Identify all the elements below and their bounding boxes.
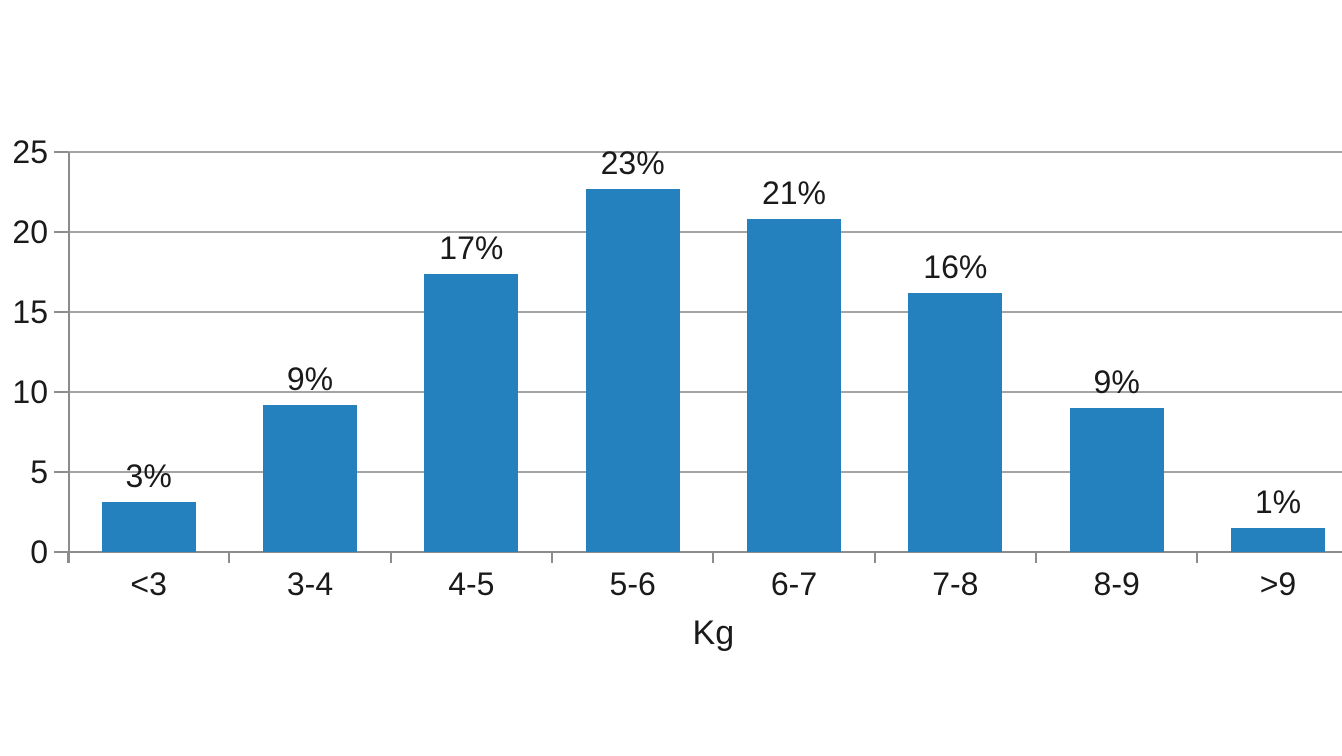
plot-area: 3% 9% 17% 23% 21% 16% 9% 1% (54, 145, 1342, 563)
x-axis-tick-label: 5-6 (609, 566, 656, 602)
gridline (68, 151, 1342, 153)
bar-value-label: 21% (761, 175, 826, 212)
bar-value-label: 1% (1254, 484, 1302, 520)
x-axis-tickmark (228, 552, 231, 563)
y-axis-tickmark (54, 391, 68, 393)
x-axis-tick-label: 6-7 (770, 566, 818, 602)
y-axis-tickmark (54, 231, 68, 233)
x-axis-tickmark (873, 552, 876, 563)
bar (908, 292, 1003, 552)
bar (424, 273, 519, 552)
x-axis-tickmark (712, 552, 715, 563)
y-axis-tick-label: 5 (30, 454, 48, 490)
x-axis-tick-label: >9 (1259, 566, 1297, 602)
x-axis-tickmark (1196, 552, 1199, 563)
x-axis-tickmark (67, 552, 69, 563)
x-axis-tickmark (1034, 552, 1037, 563)
y-axis-line (68, 152, 70, 563)
y-axis-tickmark (54, 551, 68, 553)
y-axis-tick-label: 0 (30, 534, 48, 570)
y-axis-tick-label: 15 (12, 294, 48, 330)
bar-value-label: 23% (600, 144, 665, 181)
bar (101, 502, 196, 552)
bar (262, 404, 357, 552)
x-axis-tick-label: 3-4 (286, 566, 334, 602)
gridline (68, 311, 1342, 313)
x-axis-tick-label: <3 (130, 566, 167, 602)
x-axis-tick-label: 8-9 (1093, 566, 1140, 602)
bar (1069, 408, 1164, 552)
y-axis-tick-label: 10 (12, 374, 48, 410)
y-axis-tick-label: 20 (12, 214, 48, 250)
x-axis-title: Kg (692, 614, 735, 652)
gridline (68, 231, 1342, 233)
y-axis-tickmark (54, 311, 68, 313)
bar-value-label: 17% (439, 229, 504, 266)
x-axis-tickmark (550, 552, 553, 563)
gridline (68, 471, 1342, 473)
bar (1230, 528, 1325, 552)
bar (746, 219, 841, 552)
y-axis-tickmark (54, 471, 68, 473)
gridline (68, 391, 1342, 393)
bar (585, 188, 680, 552)
x-axis-tick-label: 7-8 (932, 566, 979, 602)
bar-value-label: 9% (1093, 364, 1140, 400)
bar-value-label: 9% (286, 360, 334, 397)
y-axis-tick-label: 25 (12, 134, 48, 170)
x-axis-line (68, 551, 1342, 553)
y-axis-tickmark (54, 151, 68, 153)
bar-value-label: 16% (923, 248, 988, 285)
x-axis-tick-label: 4-5 (448, 566, 495, 602)
x-axis-tickmark (389, 552, 392, 563)
bar-value-label: 3% (125, 458, 172, 495)
